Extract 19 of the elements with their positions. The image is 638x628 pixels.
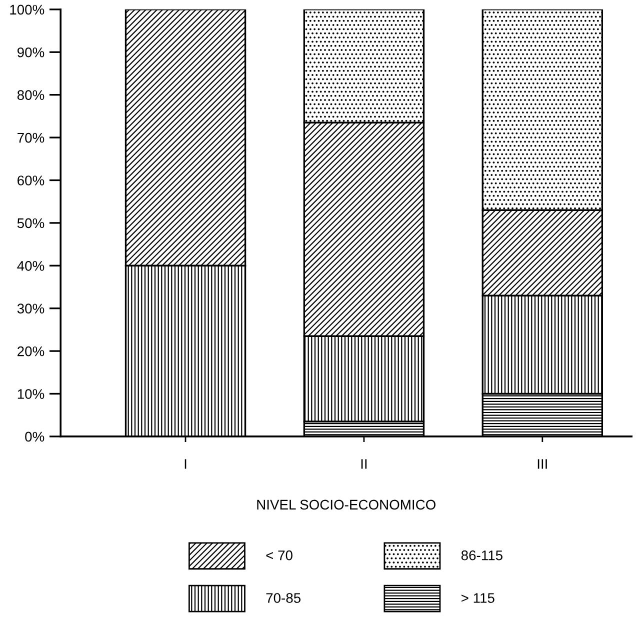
y-tick-label: 0% <box>25 432 44 442</box>
x-axis-title: NIVEL SOCIO-ECONOMICO <box>257 500 436 510</box>
x-tick-label: I <box>184 459 186 469</box>
x-tick-label: III <box>538 459 547 469</box>
y-tick-label: 100% <box>10 4 44 15</box>
y-tick-label: 20% <box>18 346 44 356</box>
y-tick-label: 80% <box>17 90 44 100</box>
legend-label: 86-115 <box>461 550 502 560</box>
y-tick-label: 50% <box>17 218 44 228</box>
y-tick-label: 70% <box>18 132 44 143</box>
y-tick-label: 30% <box>17 304 44 314</box>
y-tick-label: 60% <box>18 176 44 186</box>
legend-label: > 115 <box>462 593 494 603</box>
x-tick-label: II <box>361 459 367 469</box>
y-tick-label: 10% <box>18 389 44 399</box>
y-tick-label: 90% <box>17 47 44 58</box>
legend-label: < 70 <box>266 550 292 560</box>
y-tick-label: 40% <box>17 260 44 271</box>
legend-label: 70-85 <box>266 593 301 603</box>
